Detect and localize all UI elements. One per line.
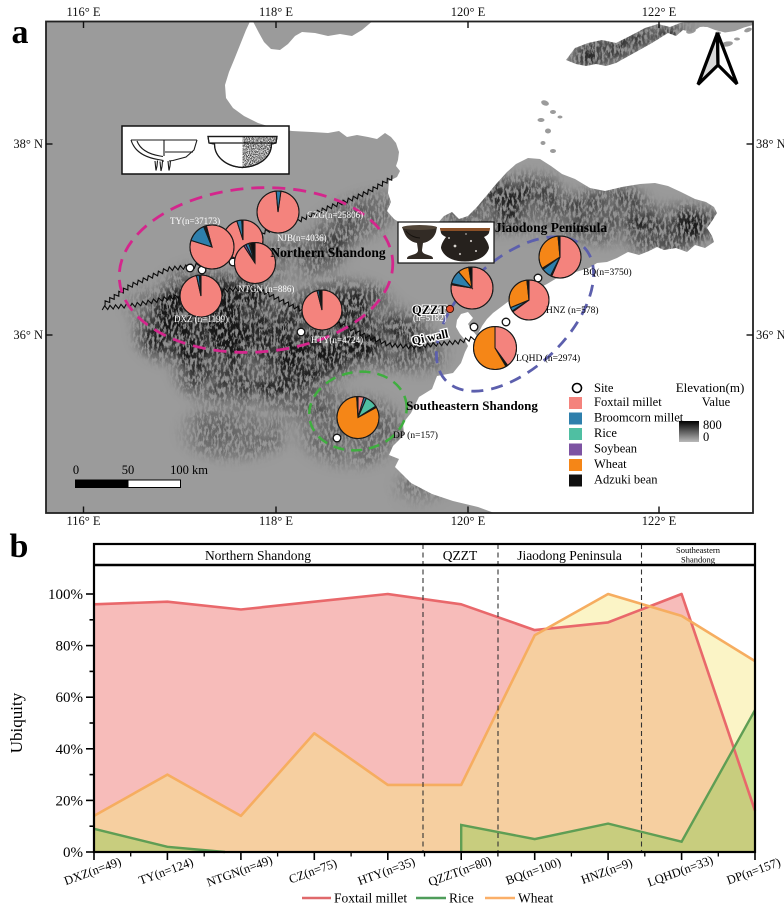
svg-text:a: a xyxy=(12,14,29,51)
svg-text:36° N: 36° N xyxy=(756,328,784,342)
svg-text:HNZ (n=578): HNZ (n=578) xyxy=(546,305,599,316)
svg-text:118° E: 118° E xyxy=(259,514,293,528)
svg-text:b: b xyxy=(10,528,29,565)
svg-text:LQHD(n=33): LQHD(n=33) xyxy=(645,853,714,890)
svg-text:80%: 80% xyxy=(56,639,84,655)
svg-text:QZZT: QZZT xyxy=(412,303,447,317)
svg-text:HTY(n=35): HTY(n=35) xyxy=(356,854,417,888)
svg-text:100 km: 100 km xyxy=(170,463,208,477)
svg-text:120° E: 120° E xyxy=(451,5,486,19)
svg-text:122° E: 122° E xyxy=(642,514,677,528)
svg-text:BQ(n=100): BQ(n=100) xyxy=(504,855,563,888)
svg-text:0%: 0% xyxy=(63,845,83,861)
svg-text:Elevation(m): Elevation(m) xyxy=(676,380,745,395)
svg-text:Southeastern: Southeastern xyxy=(676,545,721,555)
svg-text:120° E: 120° E xyxy=(451,514,486,528)
svg-text:Ubiquity: Ubiquity xyxy=(7,692,26,753)
svg-text:Jiaodong Peninsula: Jiaodong Peninsula xyxy=(517,548,622,563)
svg-text:TY(n=124): TY(n=124) xyxy=(137,855,195,888)
svg-text:116° E: 116° E xyxy=(66,5,100,19)
svg-text:116° E: 116° E xyxy=(66,514,100,528)
svg-text:40%: 40% xyxy=(56,742,84,758)
svg-text:Shandong: Shandong xyxy=(681,555,716,565)
svg-text:118° E: 118° E xyxy=(259,5,293,19)
svg-text:DP (n=157): DP (n=157) xyxy=(393,430,438,441)
svg-text:LQHD (n=2974): LQHD (n=2974) xyxy=(516,353,580,364)
svg-text:Foxtail millet: Foxtail millet xyxy=(594,395,662,409)
svg-text:NTGN(n=49): NTGN(n=49) xyxy=(205,853,274,890)
svg-text:122° E: 122° E xyxy=(642,5,677,19)
svg-text:CZG(n=25806): CZG(n=25806) xyxy=(307,210,363,220)
svg-text:50: 50 xyxy=(122,463,135,477)
svg-text:CZ(n=75): CZ(n=75) xyxy=(287,856,339,886)
svg-text:HTY(n=4724): HTY(n=4724) xyxy=(311,335,363,345)
svg-text:Northern Shandong: Northern Shandong xyxy=(270,245,385,260)
svg-text:Adzuki bean: Adzuki bean xyxy=(594,473,658,487)
svg-text:DP(n=157): DP(n=157) xyxy=(725,855,783,887)
svg-text:Jiaodong Peninsula: Jiaodong Peninsula xyxy=(495,220,607,235)
svg-text:Soybean: Soybean xyxy=(594,442,638,456)
svg-text:Value: Value xyxy=(702,395,731,409)
svg-text:DXZ (n=1199): DXZ (n=1199) xyxy=(174,314,228,324)
svg-text:0: 0 xyxy=(703,430,709,444)
svg-text:36° N: 36° N xyxy=(13,328,43,342)
svg-text:Wheat: Wheat xyxy=(518,891,553,906)
svg-text:TY(n=37173): TY(n=37173) xyxy=(170,216,220,226)
svg-text:NJB(n=4036): NJB(n=4036) xyxy=(277,233,327,243)
svg-text:HNZ(n=9): HNZ(n=9) xyxy=(579,856,634,887)
svg-text:0: 0 xyxy=(73,463,79,477)
svg-text:800: 800 xyxy=(703,418,722,432)
svg-text:38° N: 38° N xyxy=(13,137,43,151)
svg-text:Broomcorn millet: Broomcorn millet xyxy=(594,411,684,425)
svg-text:(n=5182): (n=5182) xyxy=(413,313,447,323)
svg-text:Wheat: Wheat xyxy=(594,457,627,471)
svg-text:Rice: Rice xyxy=(594,426,617,440)
svg-text:38° N: 38° N xyxy=(756,137,784,151)
svg-text:QZZT: QZZT xyxy=(443,548,478,563)
svg-text:Northern Shandong: Northern Shandong xyxy=(205,548,311,563)
svg-text:60%: 60% xyxy=(56,690,84,706)
svg-text:20%: 20% xyxy=(56,793,84,809)
svg-text:100%: 100% xyxy=(48,587,83,603)
svg-text:Rice: Rice xyxy=(449,891,474,906)
svg-text:Site: Site xyxy=(594,381,614,395)
svg-text:Southeastern Shandong: Southeastern Shandong xyxy=(406,398,538,413)
svg-text:BQ(n=3750): BQ(n=3750) xyxy=(583,267,632,278)
svg-text:NTGN (n=886): NTGN (n=886) xyxy=(238,284,294,294)
svg-text:Foxtail millet: Foxtail millet xyxy=(334,891,407,906)
svg-text:QZZT(n=80): QZZT(n=80) xyxy=(426,853,493,889)
